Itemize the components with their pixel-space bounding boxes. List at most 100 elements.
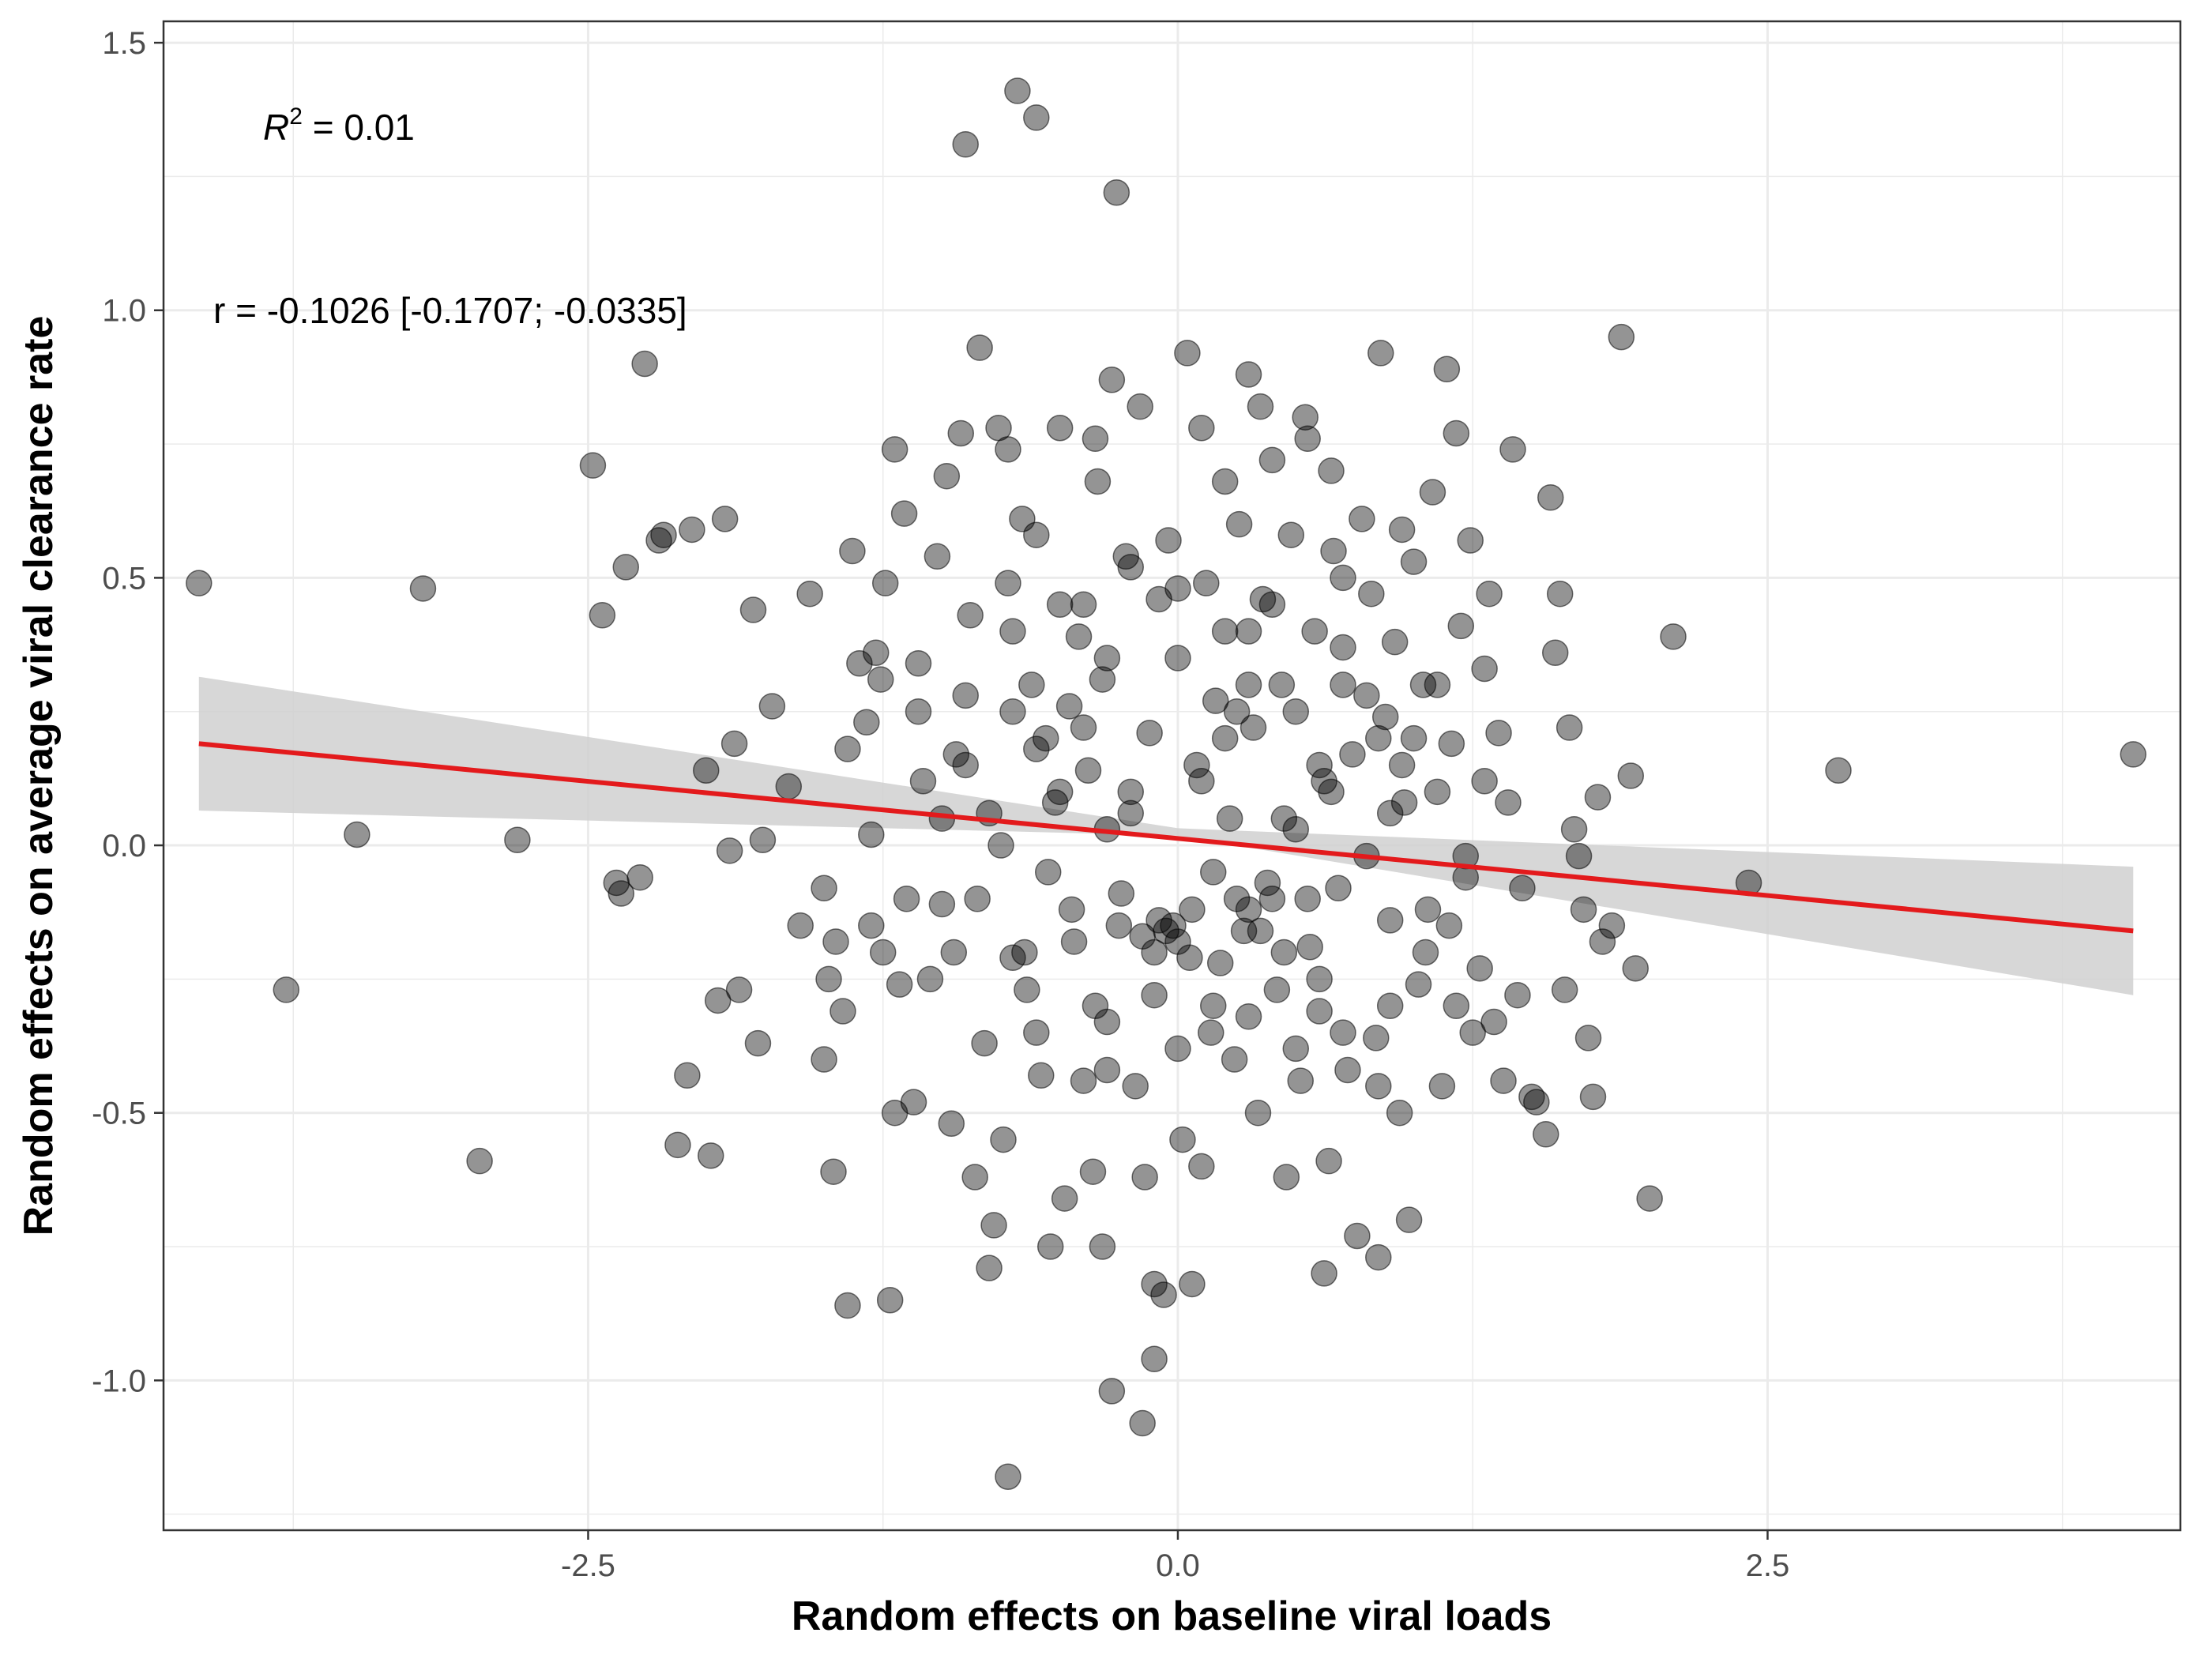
data-point xyxy=(1131,1164,1158,1191)
data-point xyxy=(1258,446,1286,474)
data-point xyxy=(928,890,956,918)
data-point xyxy=(1112,543,1140,570)
data-point xyxy=(1179,1270,1206,1298)
data-point xyxy=(1306,998,1333,1025)
data-point xyxy=(1570,896,1597,924)
data-point xyxy=(909,768,937,795)
data-point xyxy=(1546,580,1574,608)
data-point xyxy=(867,666,894,693)
data-point xyxy=(952,751,979,779)
data-point xyxy=(1164,575,1191,602)
data-point xyxy=(1160,912,1187,939)
data-point xyxy=(1244,1099,1272,1127)
data-point xyxy=(1471,655,1498,683)
data-point xyxy=(1141,1345,1168,1373)
data-point xyxy=(961,1164,988,1191)
data-point xyxy=(1122,1073,1149,1100)
data-point xyxy=(1235,1003,1262,1030)
data-point xyxy=(1223,886,1251,912)
data-point xyxy=(1023,1019,1050,1046)
data-point xyxy=(664,1131,691,1159)
x-axis-ticks: -2.5 0.0 2.5 xyxy=(561,1530,1789,1583)
data-point xyxy=(869,939,897,966)
data-point xyxy=(1405,971,1432,998)
data-point xyxy=(1388,516,1416,544)
data-point xyxy=(711,506,739,532)
data-point xyxy=(1301,618,1328,645)
data-point xyxy=(830,998,856,1025)
y-axis-title: Random effects on average viral clearanc… xyxy=(16,316,62,1236)
data-point xyxy=(1164,645,1191,672)
data-point xyxy=(1004,77,1031,104)
data-point xyxy=(811,875,837,901)
data-point xyxy=(1523,1089,1550,1115)
data-point xyxy=(1409,672,1437,698)
data-point xyxy=(1579,1083,1607,1111)
data-point xyxy=(1198,1019,1224,1046)
plot-border xyxy=(162,20,2182,1532)
data-point xyxy=(1419,479,1446,506)
data-point xyxy=(1058,896,1085,924)
data-point xyxy=(1179,896,1206,924)
regression-line xyxy=(198,741,2134,934)
data-points-layer xyxy=(186,77,2147,1491)
data-point xyxy=(579,452,607,479)
data-point xyxy=(1480,1008,1507,1036)
data-point xyxy=(1589,928,1616,955)
data-point xyxy=(839,537,866,565)
data-point xyxy=(1376,992,1404,1019)
data-point xyxy=(1574,1025,1602,1051)
data-point xyxy=(846,650,873,677)
x-tick-label: 2.5 xyxy=(1746,1548,1790,1583)
data-point xyxy=(1412,939,1439,966)
data-point xyxy=(1235,672,1262,698)
data-point xyxy=(1330,1019,1356,1046)
data-point xyxy=(966,334,993,361)
data-point xyxy=(1082,992,1109,1019)
data-point xyxy=(1046,415,1074,442)
data-point xyxy=(1036,1233,1064,1260)
data-point xyxy=(1400,724,1428,752)
data-point xyxy=(1211,724,1239,752)
x-axis-title: Random effects on baseline viral loads xyxy=(792,1593,1552,1639)
data-point xyxy=(608,880,635,907)
data-point xyxy=(1070,591,1097,619)
data-point xyxy=(1060,928,1088,955)
data-point xyxy=(952,682,979,709)
data-point xyxy=(273,976,300,1003)
data-point xyxy=(1485,720,1512,747)
data-point xyxy=(1608,323,1635,351)
data-point xyxy=(1254,869,1281,897)
data-point xyxy=(758,693,786,720)
data-point xyxy=(1315,1147,1342,1175)
data-point xyxy=(1273,1164,1300,1191)
data-point xyxy=(693,757,720,784)
data-point xyxy=(1365,1243,1392,1271)
data-point xyxy=(1490,1067,1517,1094)
data-point xyxy=(1117,799,1144,827)
data-point xyxy=(1070,1067,1097,1094)
data-point xyxy=(1344,1222,1371,1250)
data-point xyxy=(1270,939,1298,966)
data-point xyxy=(886,971,913,998)
data-point xyxy=(1424,672,1451,698)
data-point xyxy=(796,580,823,608)
data-point xyxy=(947,419,975,447)
data-point xyxy=(1258,591,1286,619)
data-point xyxy=(999,698,1026,725)
data-point xyxy=(1235,896,1262,924)
data-point xyxy=(1093,645,1121,672)
data-point xyxy=(1230,917,1258,945)
data-point xyxy=(1459,1019,1486,1046)
data-point xyxy=(1541,639,1569,666)
data-point xyxy=(834,1292,861,1319)
data-point xyxy=(344,821,371,848)
data-point xyxy=(1433,356,1461,382)
correlation-annotation: r = -0.1026 [-0.1707; -0.0335] xyxy=(213,290,687,331)
data-point xyxy=(1127,393,1153,420)
y-tick-label: -0.5 xyxy=(92,1097,146,1131)
data-point xyxy=(1174,340,1201,367)
data-point xyxy=(1294,425,1321,453)
data-point xyxy=(1051,1185,1078,1212)
data-point xyxy=(725,976,753,1003)
